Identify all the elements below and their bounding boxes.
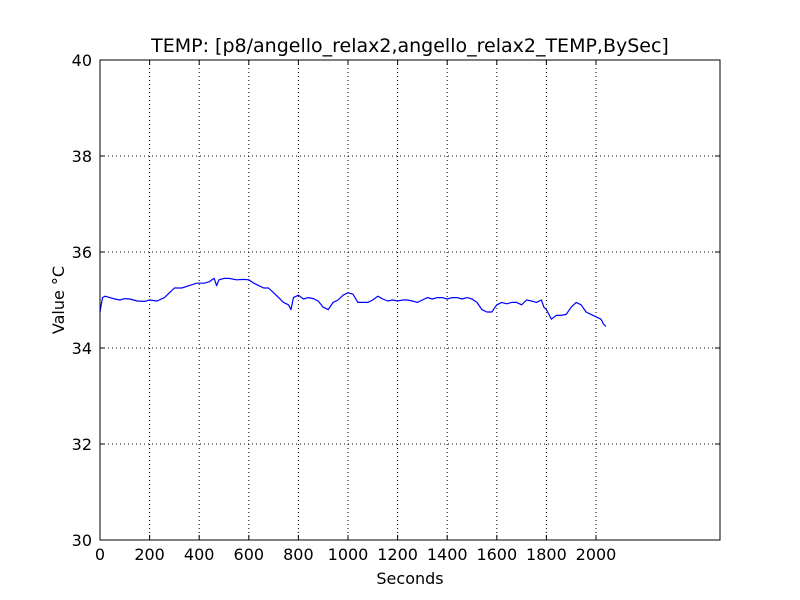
x-tick-label: 800 (283, 545, 314, 564)
x-tick-label: 400 (184, 545, 215, 564)
y-tick-label: 34 (72, 339, 92, 358)
series-layer (99, 277, 607, 327)
ticks: 0 200 400 600 800 1000 1200 1400 1600 1800 2000 30 3… (72, 51, 720, 564)
x-tick-label: 600 (234, 545, 265, 564)
y-axis-label: Value °C (49, 266, 68, 334)
x-tick-label: 0 (95, 545, 105, 564)
plot-frame (99, 59, 721, 541)
x-tick-label: 200 (134, 545, 165, 564)
y-tick-label: 32 (72, 435, 92, 454)
grid (99, 59, 720, 541)
x-tick-label: 1200 (377, 545, 418, 564)
y-tick-label: 36 (72, 243, 92, 262)
x-tick-label: 1000 (328, 545, 369, 564)
y-tick-label: 40 (72, 51, 92, 70)
x-tick-label: 1800 (526, 545, 567, 564)
x-axis-label: Seconds (376, 569, 443, 588)
temperature-series-line (99, 277, 607, 327)
y-tick-label: 30 (72, 531, 92, 550)
chart-title: TEMP: [p8/angello_relax2,angello_relax2_… (150, 35, 669, 57)
x-tick-label: 2000 (576, 545, 617, 564)
x-tick-label: 1600 (476, 545, 517, 564)
y-tick-label: 38 (72, 147, 92, 166)
x-tick-label: 1400 (427, 545, 468, 564)
